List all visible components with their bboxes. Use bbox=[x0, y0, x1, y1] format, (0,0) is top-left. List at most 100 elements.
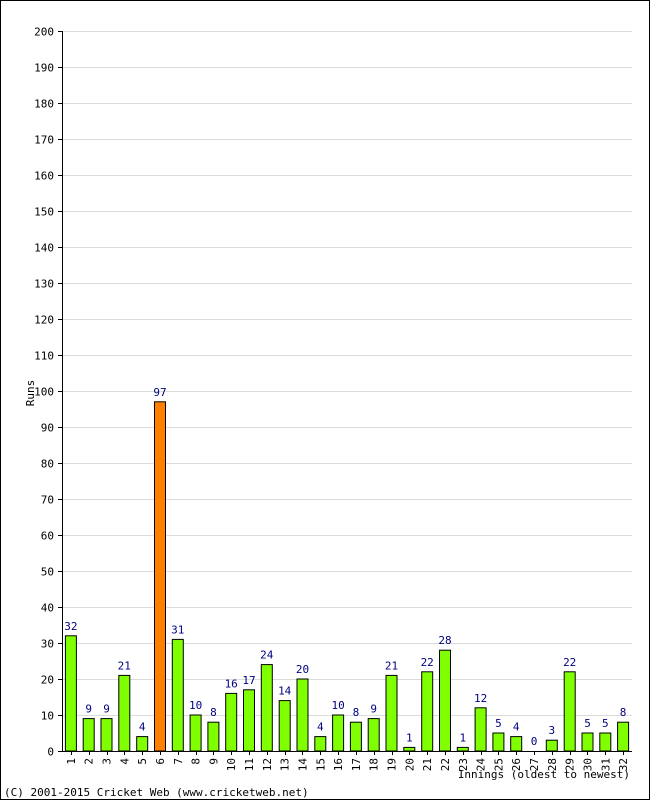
x-tick-label: 12 bbox=[261, 758, 274, 771]
x-tick-label: 18 bbox=[368, 758, 381, 771]
data-label: 4 bbox=[513, 721, 520, 734]
bar bbox=[617, 721, 630, 752]
y-tick-label: 110 bbox=[34, 350, 54, 363]
bar bbox=[403, 746, 416, 752]
x-tick-label: 27 bbox=[528, 758, 541, 771]
y-tick-label: 170 bbox=[34, 134, 54, 147]
x-axis-title: Innings (oldest to newest) bbox=[458, 768, 630, 781]
y-tick-label: 140 bbox=[34, 242, 54, 255]
data-label: 9 bbox=[370, 703, 377, 716]
bar bbox=[64, 635, 77, 752]
bar bbox=[385, 674, 398, 752]
bar bbox=[82, 718, 95, 752]
y-tick-label: 40 bbox=[41, 602, 54, 615]
bar bbox=[189, 714, 202, 752]
data-label: 1 bbox=[406, 731, 413, 744]
data-label: 22 bbox=[421, 656, 434, 669]
data-label: 1 bbox=[459, 731, 466, 744]
data-label: 8 bbox=[620, 706, 627, 719]
y-tick-label: 60 bbox=[41, 530, 54, 543]
data-label: 3 bbox=[548, 724, 555, 737]
x-tick-label: 13 bbox=[279, 758, 292, 771]
y-tick-label: 100 bbox=[34, 386, 54, 399]
bar bbox=[545, 739, 558, 752]
bar bbox=[207, 721, 220, 752]
x-tick-label: 5 bbox=[136, 758, 149, 765]
data-label: 32 bbox=[64, 620, 77, 633]
data-label: 21 bbox=[385, 659, 398, 672]
y-tick-label: 30 bbox=[41, 638, 54, 651]
bar bbox=[118, 674, 131, 752]
data-label: 4 bbox=[317, 721, 324, 734]
data-label: 16 bbox=[225, 677, 238, 690]
bar bbox=[510, 736, 523, 752]
y-tick-label: 50 bbox=[41, 566, 54, 579]
bar bbox=[154, 401, 166, 752]
data-label: 12 bbox=[474, 692, 487, 705]
bar bbox=[439, 649, 451, 752]
data-label: 4 bbox=[139, 721, 146, 734]
y-tick-label: 120 bbox=[34, 314, 54, 327]
y-tick-label: 0 bbox=[47, 746, 54, 759]
x-tick-label: 22 bbox=[439, 758, 452, 771]
bar bbox=[367, 718, 380, 752]
x-tick-label: 26 bbox=[510, 758, 523, 771]
y-tick-label: 20 bbox=[41, 674, 54, 687]
data-label: 10 bbox=[189, 699, 202, 712]
x-tick-label: 31 bbox=[599, 758, 612, 771]
y-tick-label: 150 bbox=[34, 206, 54, 219]
x-tick-label: 24 bbox=[475, 758, 488, 772]
x-tick-label: 11 bbox=[243, 758, 256, 771]
data-label: 9 bbox=[85, 703, 92, 716]
x-tick-label: 16 bbox=[332, 758, 345, 771]
bar bbox=[243, 689, 255, 752]
x-tick-label: 28 bbox=[546, 758, 559, 771]
x-tick-label: 14 bbox=[297, 758, 310, 772]
bar bbox=[474, 707, 487, 752]
data-label: 8 bbox=[210, 706, 217, 719]
x-tick-label: 3 bbox=[101, 758, 114, 765]
data-label: 31 bbox=[171, 623, 184, 636]
bar bbox=[314, 736, 327, 752]
bars bbox=[64, 401, 630, 752]
bar bbox=[296, 678, 309, 752]
data-label: 17 bbox=[242, 674, 255, 687]
grid-lines bbox=[62, 31, 632, 716]
bar bbox=[456, 746, 469, 752]
data-label: 0 bbox=[531, 735, 538, 748]
x-tick-label: 20 bbox=[403, 758, 416, 771]
data-label: 28 bbox=[438, 634, 451, 647]
x-tick-label: 32 bbox=[617, 758, 630, 771]
x-tick-label: 19 bbox=[386, 758, 399, 771]
bar bbox=[260, 664, 273, 752]
x-tick-label: 4 bbox=[118, 758, 131, 765]
x-tick-label: 6 bbox=[154, 758, 167, 765]
x-tick-label: 10 bbox=[225, 758, 238, 771]
bar bbox=[599, 732, 612, 752]
x-tick-label: 25 bbox=[492, 758, 505, 771]
data-label: 97 bbox=[153, 386, 166, 399]
x-tick-label: 8 bbox=[190, 758, 203, 765]
x-tick-label: 15 bbox=[314, 758, 327, 771]
bar bbox=[421, 671, 434, 752]
y-axis-title: Runs bbox=[24, 380, 37, 407]
data-label: 5 bbox=[495, 717, 502, 730]
data-label: 22 bbox=[563, 656, 576, 669]
x-tick-label: 23 bbox=[457, 758, 470, 771]
x-tick-label: 21 bbox=[421, 758, 434, 771]
x-tick-label: 7 bbox=[172, 758, 185, 765]
data-label: 21 bbox=[118, 659, 131, 672]
bar bbox=[332, 714, 345, 752]
data-label: 5 bbox=[584, 717, 591, 730]
x-tick-label: 17 bbox=[350, 758, 363, 771]
data-label: 5 bbox=[602, 717, 609, 730]
y-axis-ticks: 0 10 20 30 40 50 60 70 80 90 100 110 120 130 140 150 160… bbox=[34, 26, 62, 759]
bar bbox=[581, 732, 594, 752]
x-axis-ticks: 1 2 3 4 5 6 7 8 9 10 11 12 13 14 15 16 17 18 19 20 21 22 23 24 2… bbox=[65, 751, 630, 771]
x-tick-label: 30 bbox=[582, 758, 595, 771]
data-label: 20 bbox=[296, 663, 309, 676]
y-tick-label: 180 bbox=[34, 98, 54, 111]
